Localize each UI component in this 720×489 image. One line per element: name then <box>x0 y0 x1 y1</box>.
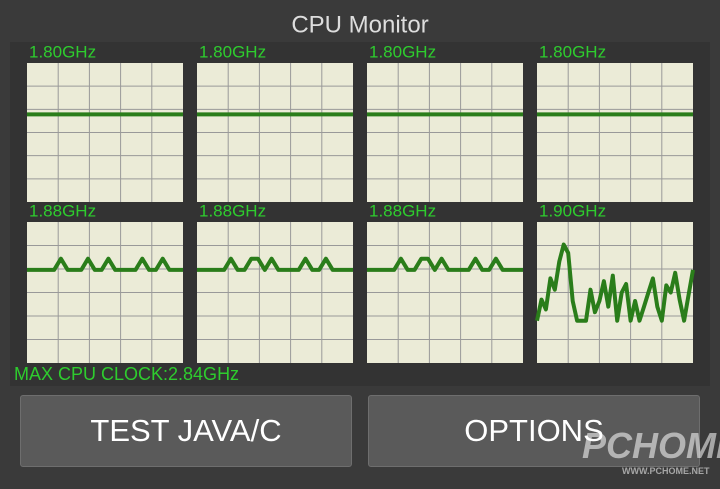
frequency-line <box>367 256 523 272</box>
title: CPU Monitor <box>291 11 428 38</box>
core-frequency: 1.80GHz <box>199 42 266 61</box>
test-button[interactable]: TEST JAVA/C <box>20 395 352 467</box>
core-frequency: 1.90GHz <box>539 201 606 220</box>
frequency-line <box>27 256 183 272</box>
watermark-logo: PCHOME <box>582 425 720 466</box>
max-clock: MAX CPU CLOCK:2.84GHz <box>14 364 239 384</box>
core-frequency: 1.80GHz <box>539 42 606 61</box>
core-frequency: 1.88GHz <box>369 201 436 220</box>
core-frequency: 1.88GHz <box>29 201 96 220</box>
watermark-url: WWW.PCHOME.NET <box>622 466 710 476</box>
frequency-line <box>197 256 353 272</box>
core-frequency: 1.88GHz <box>199 201 266 220</box>
frequency-line <box>535 242 695 323</box>
options-button[interactable]: OPTIONS <box>368 395 700 467</box>
core-frequency: 1.80GHz <box>369 42 436 61</box>
core-frequency: 1.80GHz <box>29 42 96 61</box>
